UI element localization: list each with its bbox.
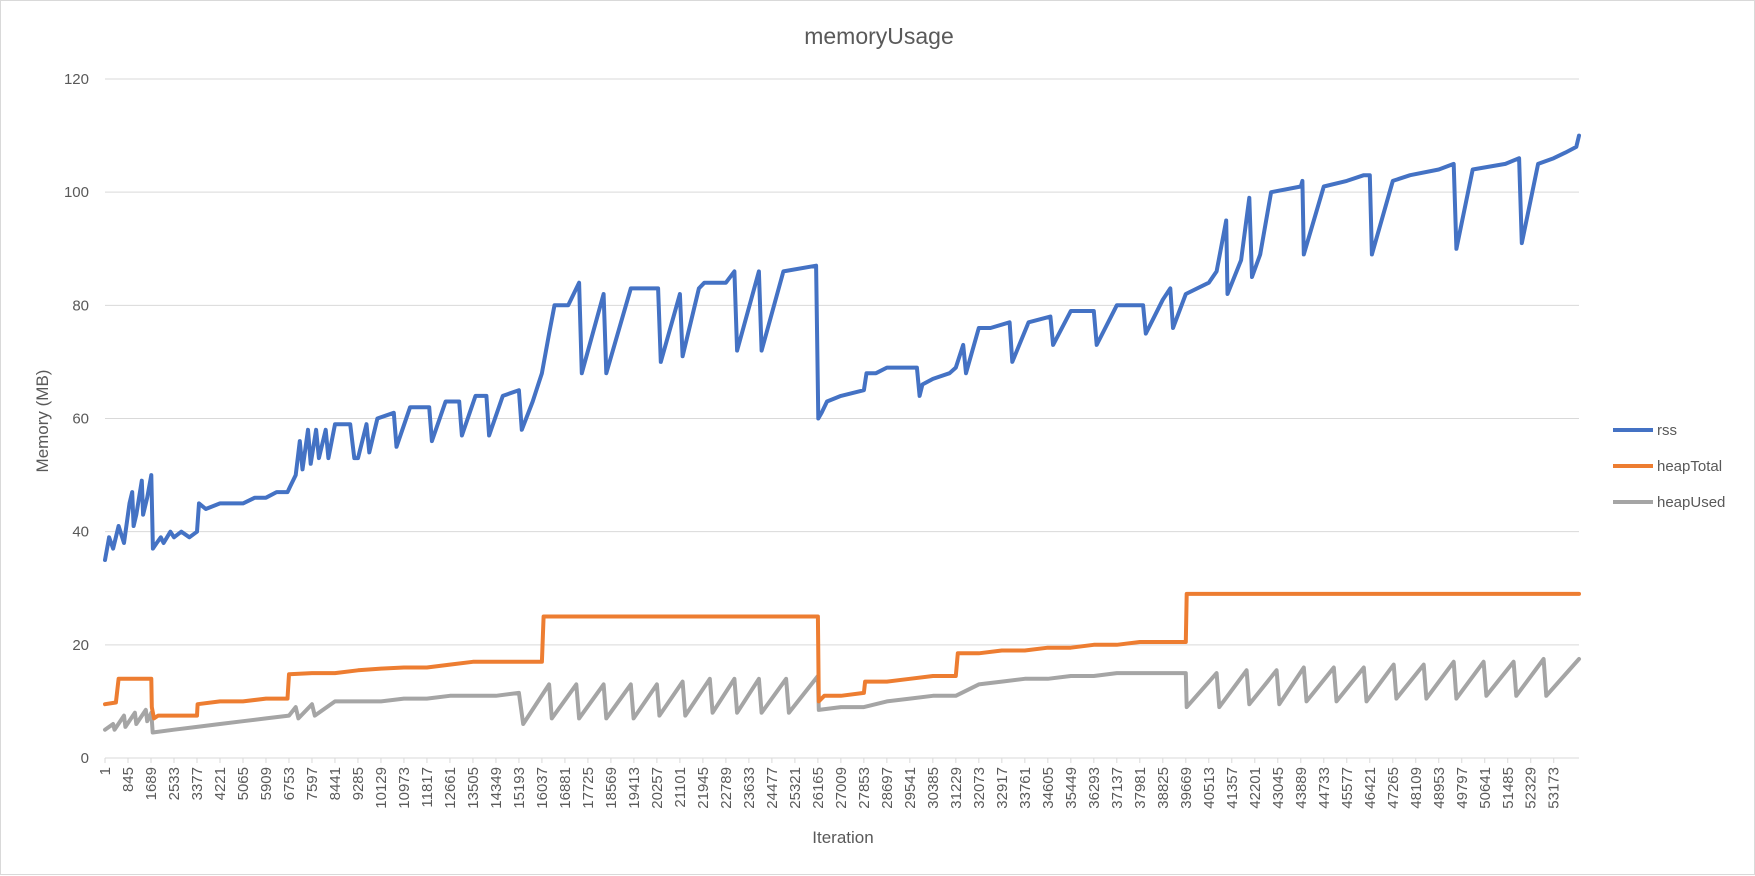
x-tick-label: 52329: [1523, 767, 1540, 809]
x-tick-label: 29541: [902, 767, 919, 809]
x-tick-label: 46421: [1362, 767, 1379, 809]
y-axis-title: Memory (MB): [33, 370, 52, 473]
legend-label-heapUsed: heapUsed: [1657, 494, 1725, 511]
x-tick-label: 16037: [534, 767, 551, 809]
y-tick-label: 40: [72, 524, 89, 541]
x-tick-label: 5909: [258, 767, 275, 800]
x-tick-label: 17725: [580, 767, 597, 809]
x-tick-label: 42201: [1247, 767, 1264, 809]
x-tick-label: 48109: [1408, 767, 1425, 809]
x-tick-label: 25321: [787, 767, 804, 809]
chart-title: memoryUsage: [804, 23, 954, 49]
y-tick-label: 120: [64, 71, 89, 88]
y-axis-ticks: 0 20 40 60 80 100 120: [64, 71, 89, 767]
x-tick-label: 33761: [1017, 767, 1034, 809]
x-tick-label: 10973: [396, 767, 413, 809]
x-tick-label: 41357: [1224, 767, 1241, 809]
legend-label-heapTotal: heapTotal: [1657, 458, 1722, 475]
legend: rss heapTotal heapUsed: [1613, 422, 1725, 511]
x-tick-label: 26165: [810, 767, 827, 809]
x-tick-label: 20257: [649, 767, 666, 809]
x-tick-label: 6753: [281, 767, 298, 800]
x-tick-label: 36293: [1086, 767, 1103, 809]
y-tick-label: 20: [72, 637, 89, 654]
x-tick-label: 32917: [994, 767, 1011, 809]
x-tick-label: 21945: [695, 767, 712, 809]
series-line-rss: [103, 133, 1581, 562]
x-tick-label: 18569: [603, 767, 620, 809]
x-axis-title: Iteration: [812, 828, 873, 847]
x-tick-label: 21101: [672, 767, 689, 808]
x-tick-label: 27009: [833, 767, 850, 809]
x-tick-label: 7597: [304, 767, 321, 800]
x-tick-label: 1: [97, 767, 114, 775]
x-tick-label: 1689: [143, 767, 160, 800]
x-tick-label: 37981: [1132, 767, 1149, 809]
x-tick-label: 16881: [557, 767, 574, 809]
x-tick-label: 45577: [1339, 767, 1356, 809]
x-tick-label: 10129: [373, 767, 390, 809]
x-tick-label: 51485: [1500, 767, 1517, 809]
x-tick-label: 9285: [350, 767, 367, 800]
x-tick-label: 28697: [879, 767, 896, 809]
x-tick-label: 27853: [856, 767, 873, 809]
x-tick-label: 43889: [1293, 767, 1310, 809]
x-tick-label: 34605: [1040, 767, 1057, 809]
x-tick-label: 8441: [327, 767, 344, 800]
series-line-heapUsed: [103, 657, 1581, 735]
x-tick-label: 53173: [1546, 767, 1563, 809]
x-tick-label: 31229: [948, 767, 965, 809]
x-tick-label: 13505: [465, 767, 482, 809]
x-tick-label: 4221: [212, 767, 229, 800]
y-tick-label: 80: [72, 297, 89, 314]
x-tick-label: 14349: [488, 767, 505, 809]
x-tick-label: 32073: [971, 767, 988, 809]
x-tick-label: 39669: [1178, 767, 1195, 809]
x-tick-label: 40513: [1201, 767, 1218, 809]
gridlines: [105, 78, 1579, 646]
y-tick-label: 0: [81, 750, 89, 767]
x-tick-label: 23633: [741, 767, 758, 809]
y-tick-label: 60: [72, 411, 89, 428]
series-line-heapTotal: [103, 591, 1581, 721]
x-tick-label: 43045: [1270, 767, 1287, 809]
x-axis-ticks: 1 845 1689 2533 3377 4221 5065 5909 6753 7597 8441…: [97, 758, 1563, 809]
x-tick-label: 3377: [189, 767, 206, 800]
x-tick-label: 35449: [1063, 767, 1080, 809]
x-tick-label: 24477: [764, 767, 781, 809]
legend-label-rss: rss: [1657, 422, 1677, 439]
x-tick-label: 44733: [1316, 767, 1333, 809]
series-lines: [103, 133, 1581, 735]
x-tick-label: 845: [120, 767, 137, 792]
x-tick-label: 50641: [1477, 767, 1494, 809]
y-tick-label: 100: [64, 184, 89, 201]
x-tick-label: 2533: [166, 767, 183, 800]
x-tick-label: 15193: [511, 767, 528, 809]
x-tick-label: 11817: [419, 767, 436, 808]
x-tick-label: 38825: [1155, 767, 1172, 809]
x-tick-label: 49797: [1454, 767, 1471, 809]
x-tick-label: 47265: [1385, 767, 1402, 809]
x-tick-label: 22789: [718, 767, 735, 809]
x-tick-label: 19413: [626, 767, 643, 809]
x-tick-label: 5065: [235, 767, 252, 800]
x-tick-label: 48953: [1431, 767, 1448, 809]
x-tick-label: 37137: [1109, 767, 1126, 809]
x-tick-label: 12661: [442, 767, 459, 809]
x-tick-label: 30385: [925, 767, 942, 809]
